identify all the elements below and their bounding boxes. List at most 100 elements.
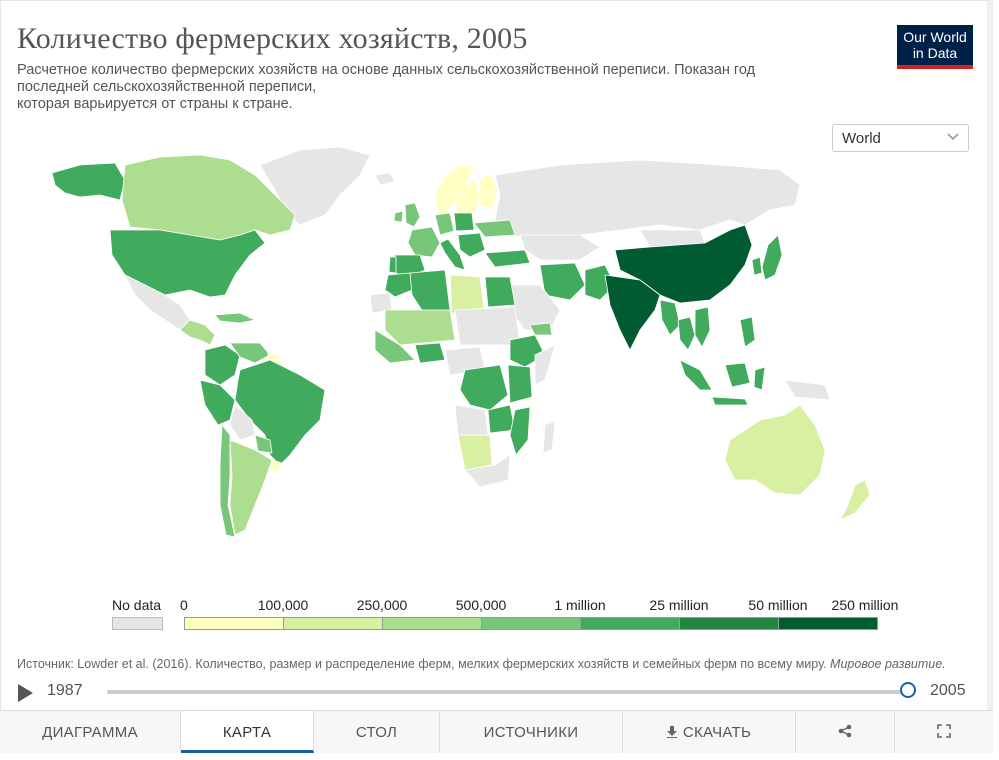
region-alaska[interactable] [51,162,126,201]
timeline-start-year: 1987 [47,682,83,699]
region-chile[interactable] [219,424,236,538]
region-venezuela[interactable] [229,342,271,364]
timeline-track[interactable] [107,690,909,694]
timeline-end-year: 2005 [930,682,966,699]
region-mozambique[interactable] [509,406,531,456]
region-japan[interactable] [761,234,783,281]
region-australia[interactable] [724,404,826,496]
tab-map[interactable]: КАРТА [181,711,314,753]
world-map [51,146,871,538]
legend-bin [481,617,581,630]
subtitle-line: последней сельскохозяйственной переписи, [17,79,317,95]
region-select[interactable]: World [832,124,969,152]
share-icon [838,724,852,738]
legend-tick-label: 500,000 [455,597,507,613]
region-madagascar[interactable] [542,420,556,454]
region-somalia[interactable] [534,344,556,386]
tab-sources[interactable]: ИСТОЧНИКИ [440,711,623,753]
region-ukraine[interactable] [473,219,516,238]
region-sulawesi[interactable] [753,366,766,391]
region-mali-niger[interactable] [384,309,456,346]
region-germany[interactable] [434,212,455,236]
region-south-africa[interactable] [464,454,511,488]
region-ireland[interactable] [393,210,404,223]
region-myanmar[interactable] [659,299,681,336]
region-portugal[interactable] [388,256,397,274]
region-france[interactable] [407,226,441,258]
legend-bin [778,617,878,630]
region-angola[interactable] [454,404,489,436]
tab-share[interactable] [796,711,895,753]
region-balkans[interactable] [457,232,486,258]
source-journal: Мировое развитие. [830,657,946,671]
timeline-handle[interactable] [900,682,916,698]
region-caribbean[interactable] [214,312,256,324]
tab-fullscreen[interactable] [895,711,993,753]
region-chad-sudan[interactable] [454,306,521,346]
play-icon[interactable] [18,684,33,702]
region-iceland[interactable] [374,172,396,186]
region-east-africa[interactable] [507,364,533,404]
region-uk[interactable] [404,202,421,228]
subtitle-line: которая варьируется от страны к стране. [17,96,293,112]
tab-table[interactable]: СТОЛ [314,711,440,753]
region-brazil[interactable] [234,359,326,466]
region-yemen[interactable] [529,322,553,336]
region-namibia-botswana[interactable] [457,434,493,471]
region-uruguay[interactable] [269,459,283,474]
region-canada[interactable] [121,154,296,241]
legend-bin [184,617,284,630]
region-philippines[interactable] [739,316,756,348]
region-vietnam[interactable] [694,306,711,348]
region-kazakhstan[interactable] [519,234,601,261]
source-note: Источник: Lowder et al. (2016). Количест… [17,657,977,672]
owid-logo[interactable]: Our World in Data [897,25,973,69]
legend-bin [382,617,482,630]
tab-label: СТОЛ [355,724,398,741]
region-finland[interactable] [479,172,499,211]
region-nigeria[interactable] [414,342,446,364]
tab-download[interactable]: СКАЧАТЬ [623,711,796,753]
legend-tick-label: 1 million [554,597,606,613]
region-drc[interactable] [459,364,509,411]
region-italy[interactable] [439,238,466,271]
region-java[interactable] [711,396,749,406]
region-colombia[interactable] [204,344,241,386]
region-algeria[interactable] [409,269,451,316]
region-turkey[interactable] [484,249,531,268]
region-russia[interactable] [494,159,801,241]
region-egypt[interactable] [484,276,516,308]
region-morocco[interactable] [384,272,413,298]
tab-label: ДИАГРАММА [42,724,138,741]
region-argentina[interactable] [229,439,273,536]
legend-no-data-swatch [112,617,163,630]
region-poland[interactable] [453,212,475,232]
region-sumatra[interactable] [679,359,713,391]
region-bolivia[interactable] [229,404,256,441]
legend-tick-label: 250,000 [356,597,408,613]
legend-bin [283,617,383,630]
logo-line: in Data [912,45,958,61]
region-new-guinea[interactable] [784,379,831,401]
region-new-zealand[interactable] [839,479,871,521]
map-legend: No data 0 100,000 250,000 500,000 1 million 2… [112,597,942,637]
region-west-africa[interactable] [374,329,416,364]
legend-tick-label: 0 [180,597,188,613]
chart-subtitle: Расчетное количество фермерских хозяйств… [17,62,877,113]
tab-chart[interactable]: ДИАГРАММА [0,711,181,753]
chart-title: Количество фермерских хозяйств, 2005 [17,22,528,55]
region-india[interactable] [604,274,661,351]
chevron-down-icon [946,129,960,146]
legend-tick-label: 25 million [649,597,709,613]
legend-tick-label: 50 million [748,597,808,613]
download-icon [666,726,677,738]
region-central-america[interactable] [179,319,216,346]
region-paraguay[interactable] [254,434,273,454]
region-borneo[interactable] [724,362,751,388]
tab-label: ИСТОЧНИКИ [483,724,579,741]
region-thailand[interactable] [677,316,696,351]
bottom-tabs: ДИАГРАММА КАРТА СТОЛ ИСТОЧНИКИ СКАЧАТЬ [0,710,993,753]
region-peru[interactable] [199,379,236,426]
legend-bin [679,617,779,630]
region-korea[interactable] [751,256,763,276]
